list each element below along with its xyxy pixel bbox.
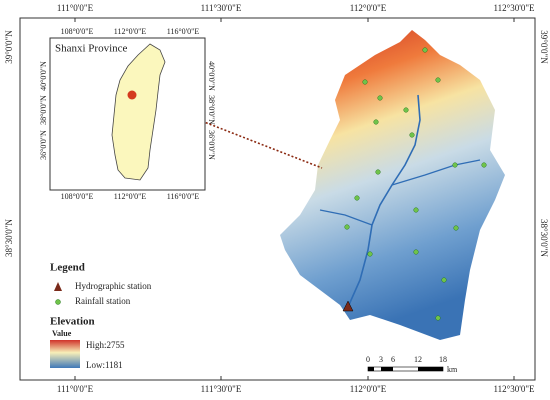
rainfall-station [373, 119, 379, 125]
rainfall-station [441, 277, 447, 283]
shanxi-outline [111, 43, 166, 181]
rainfall-station [344, 224, 350, 230]
inset-lon-label: 108°0'0"E [61, 192, 94, 201]
scale-bar: 0 3 6 12 18 km [366, 355, 458, 374]
scale-label: 18 [439, 355, 447, 364]
lat-label: 38°30'0"N [4, 219, 14, 257]
inset-lat-label: 38°0'0"N [39, 95, 48, 125]
legend-title: Legend [50, 262, 85, 274]
inset-lat-label: 36°0'0"N [39, 130, 48, 160]
rainfall-station [403, 107, 409, 113]
legend-label: Hydrographic station [75, 281, 152, 291]
lon-label: 111°0'0"E [57, 384, 94, 394]
lon-label: 111°0'0"E [57, 3, 94, 13]
hydrographic-station [342, 300, 354, 312]
elevation-high: High:2755 [86, 340, 125, 350]
inset-lat-label: 38°0'0"N [207, 95, 216, 125]
legend: Legend Hydrographic station Rainfall sta… [50, 262, 152, 370]
rainfall-station [367, 251, 373, 257]
inset-lon-label: 116°0'0"E [167, 192, 200, 201]
rainfall-station [375, 169, 381, 175]
lon-label: 112°30'0"E [493, 3, 535, 13]
scale-bar-segment [418, 367, 443, 371]
lon-label: 112°0'0"E [350, 384, 387, 394]
rainfall-station [413, 249, 419, 255]
rainfall-station [413, 207, 419, 213]
rainfall-station [354, 195, 360, 201]
lat-label: 39°0'0"N [4, 30, 14, 64]
lon-label: 112°0'0"E [350, 3, 387, 13]
rainfall-stations [344, 47, 487, 321]
scale-label: 6 [391, 355, 395, 364]
inset-lon-label: 116°0'0"E [167, 27, 200, 36]
lat-label: 39°0'0"N [539, 30, 549, 64]
river [319, 209, 373, 226]
legend-symbol [55, 299, 61, 305]
inset-lon-label: 112°0'0"E [114, 192, 147, 201]
elevation-subtitle: Value [52, 329, 72, 338]
inset-lat-label: 36°0'0"N [207, 130, 216, 160]
lon-label: 112°30'0"E [493, 384, 535, 394]
lon-label: 111°30'0"E [201, 384, 242, 394]
lat-label: 38°30'0"N [539, 219, 549, 257]
rainfall-station [435, 77, 441, 83]
river [347, 94, 421, 308]
rainfall-station [362, 79, 368, 85]
rainfall-station [409, 132, 415, 138]
inset-lon-label: 112°0'0"E [114, 27, 147, 36]
rainfall-station [481, 162, 487, 168]
rainfall-station [377, 95, 383, 101]
rainfall-station [435, 315, 441, 321]
frame-ticks: 111°0'0"E 111°0'0"E 111°30'0"E 111°30'0"E 11… [4, 3, 549, 394]
study-area [127, 90, 137, 100]
legend-symbol [54, 282, 62, 291]
scale-unit: km [447, 365, 458, 374]
inset-lat-label: 40°0'0"N [39, 61, 48, 91]
scale-label: 0 [366, 355, 370, 364]
inset-title: Shanxi Province [55, 43, 128, 55]
scale-label: 12 [414, 355, 422, 364]
elevation-title: Elevation [50, 316, 95, 328]
inset-lat-label: 40°0'0"N [207, 61, 216, 91]
rainfall-station [452, 162, 458, 168]
scale-bar-segment [368, 367, 374, 371]
elevation-low: Low:1181 [86, 360, 123, 370]
inset-lon-label: 108°0'0"E [61, 27, 94, 36]
lon-label: 111°30'0"E [201, 3, 242, 13]
scale-bar-segment [381, 367, 393, 371]
legend-label: Rainfall station [75, 296, 131, 306]
scale-label: 3 [379, 355, 383, 364]
river [391, 159, 481, 186]
rainfall-station [422, 47, 428, 53]
elevation-ramp [50, 340, 80, 368]
rainfall-station [453, 225, 459, 231]
